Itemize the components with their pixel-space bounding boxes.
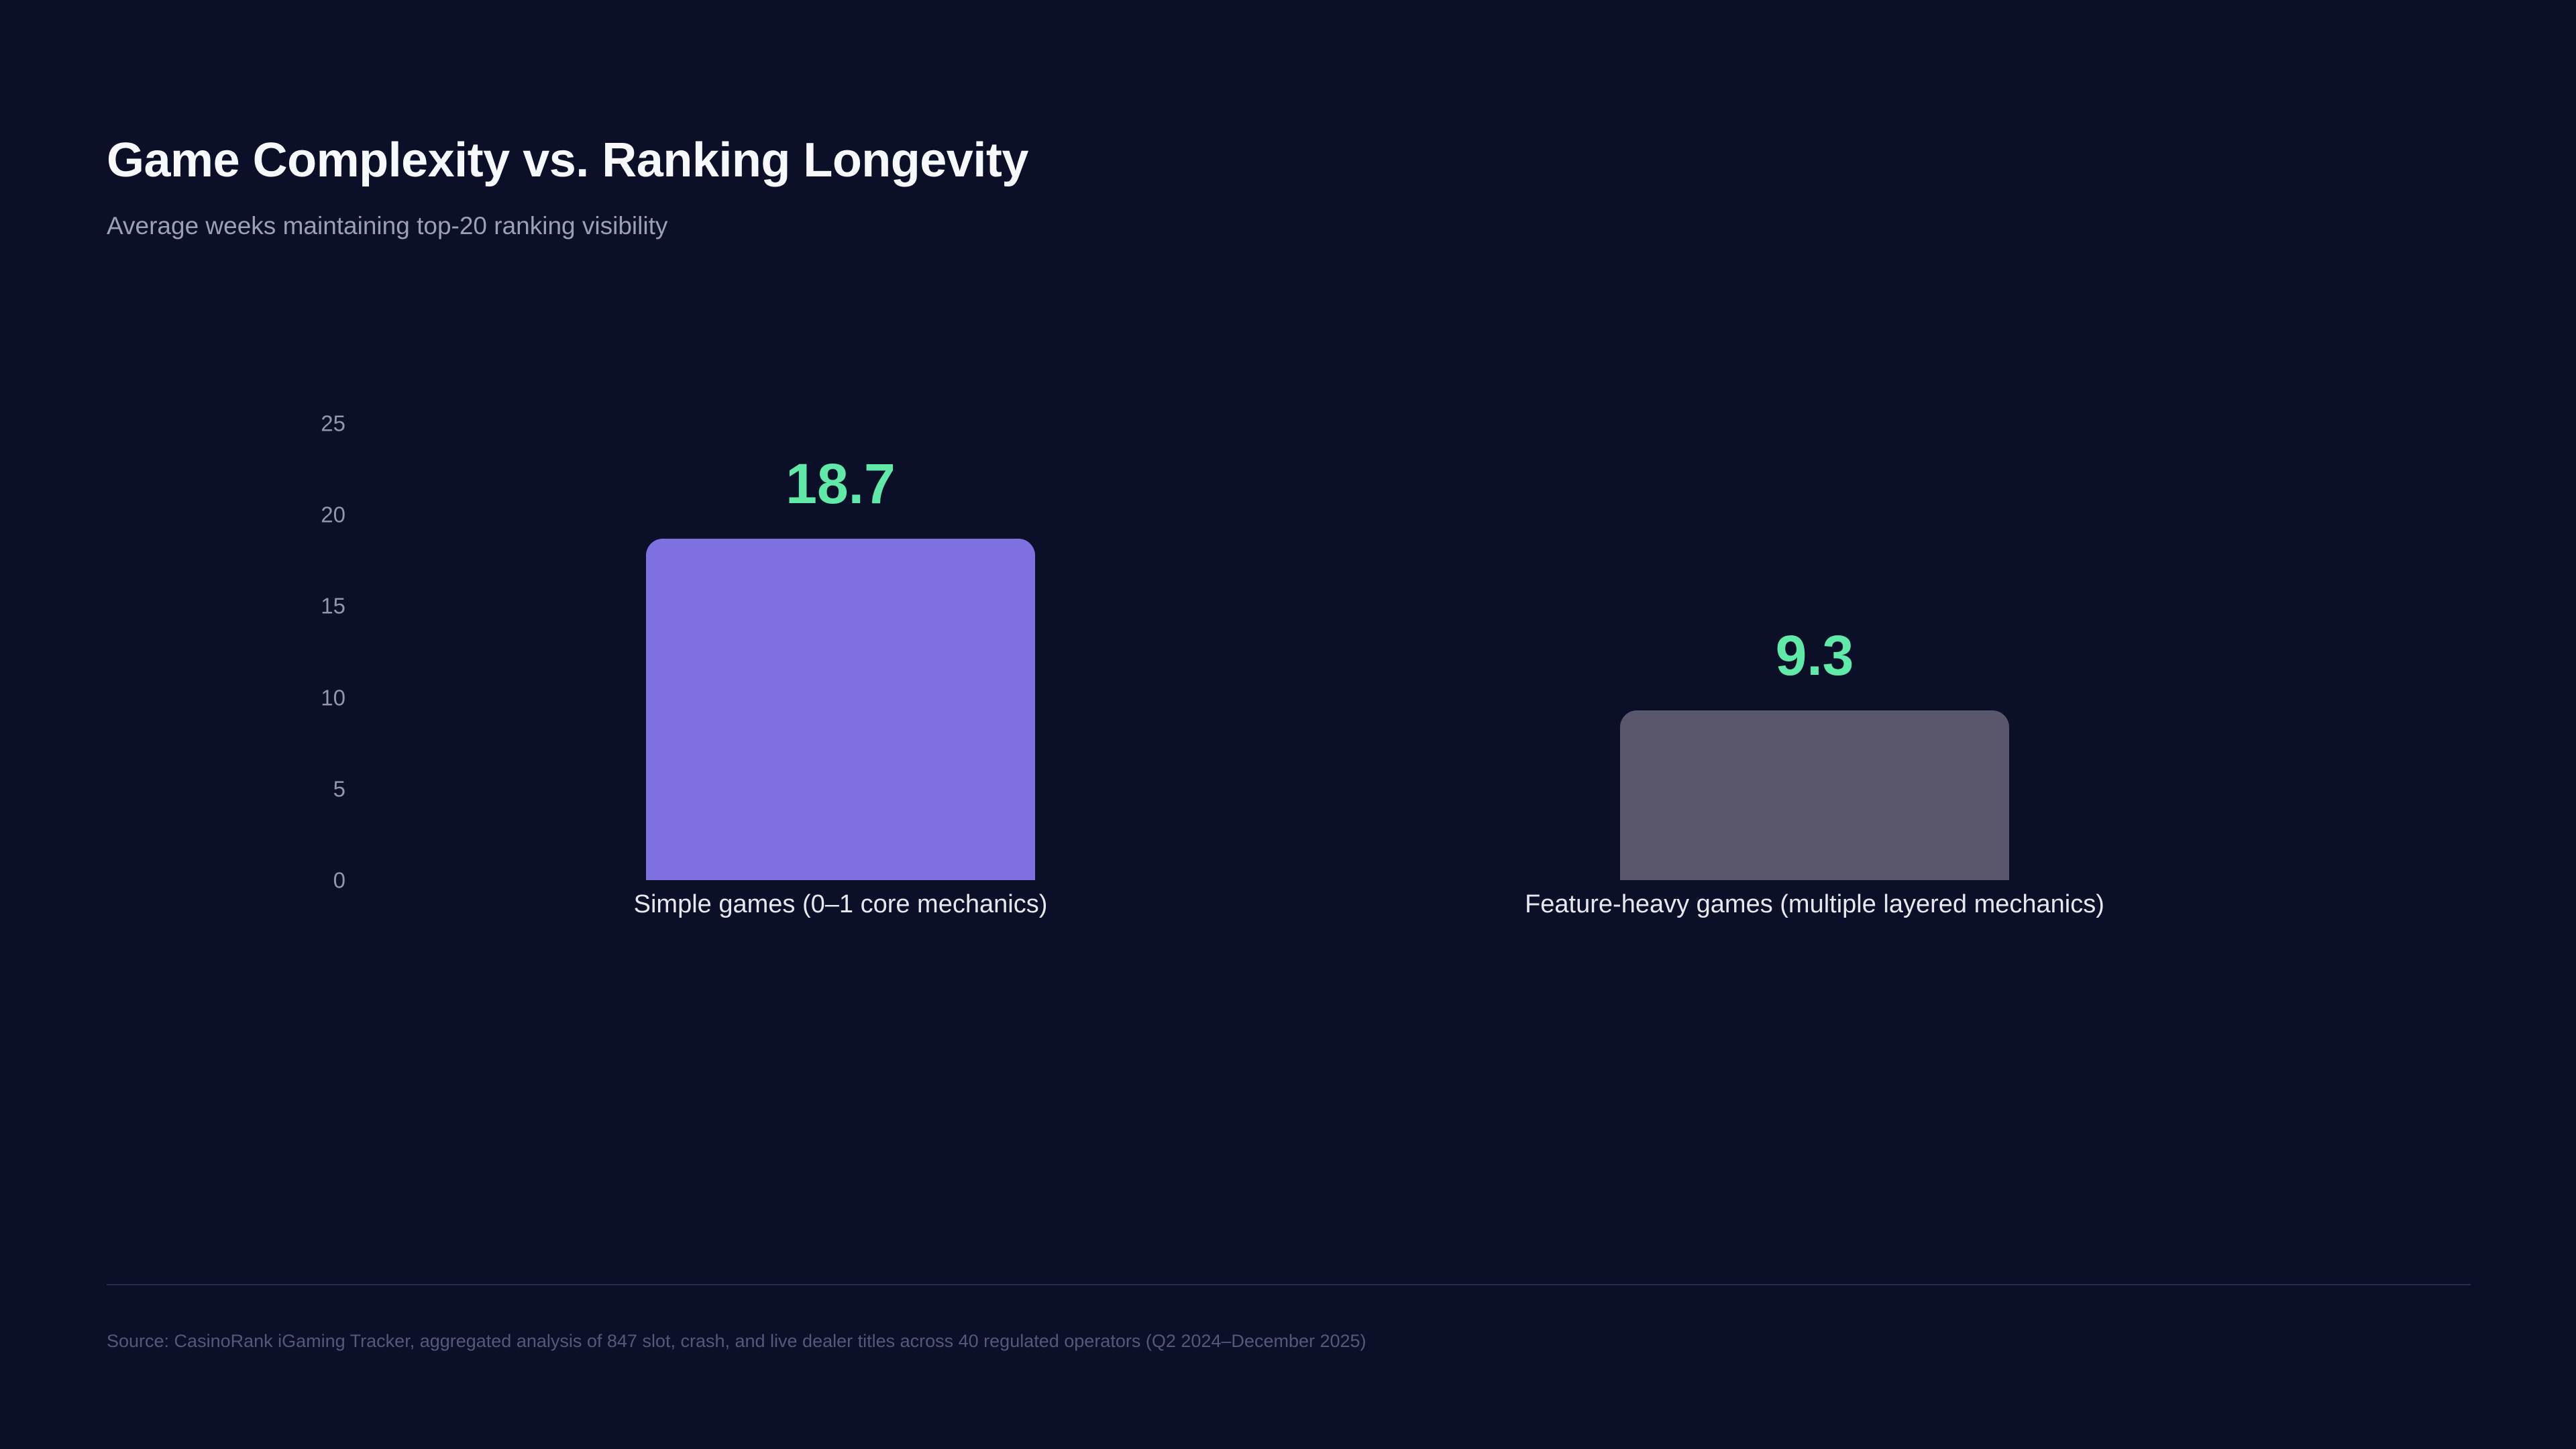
bar-category-label: Feature-heavy games (multiple layered me… [1525, 890, 2104, 918]
y-tick-label: 20 [321, 502, 345, 527]
y-tick-label: 15 [321, 593, 345, 619]
bar-category-label: Simple games (0–1 core mechanics) [633, 890, 1048, 918]
y-tick-label: 0 [333, 867, 345, 893]
y-axis: 0 5 10 15 20 25 [238, 413, 345, 892]
bar [1620, 710, 2009, 880]
bar-value-label: 18.7 [786, 451, 896, 515]
footer-divider [107, 1284, 2471, 1285]
y-tick-label: 10 [321, 685, 345, 710]
page-subtitle: Average weeks maintaining top-20 ranking… [107, 212, 668, 239]
x-axis-labels: Simple games (0–1 core mechanics) Feature… [354, 890, 2302, 920]
bar-slot: 18.7 [354, 423, 1328, 880]
bar [646, 538, 1035, 880]
y-tick-label: 5 [333, 776, 345, 802]
y-tick-label: 25 [321, 411, 345, 436]
source-note: Source: CasinoRank iGaming Tracker, aggr… [107, 1331, 1366, 1351]
plot-area: 18.7 9.3 [354, 423, 2302, 880]
bar-value-label: 9.3 [1775, 623, 1854, 687]
bar-slot: 9.3 [1328, 423, 2302, 880]
page-title: Game Complexity vs. Ranking Longevity [107, 133, 1028, 187]
